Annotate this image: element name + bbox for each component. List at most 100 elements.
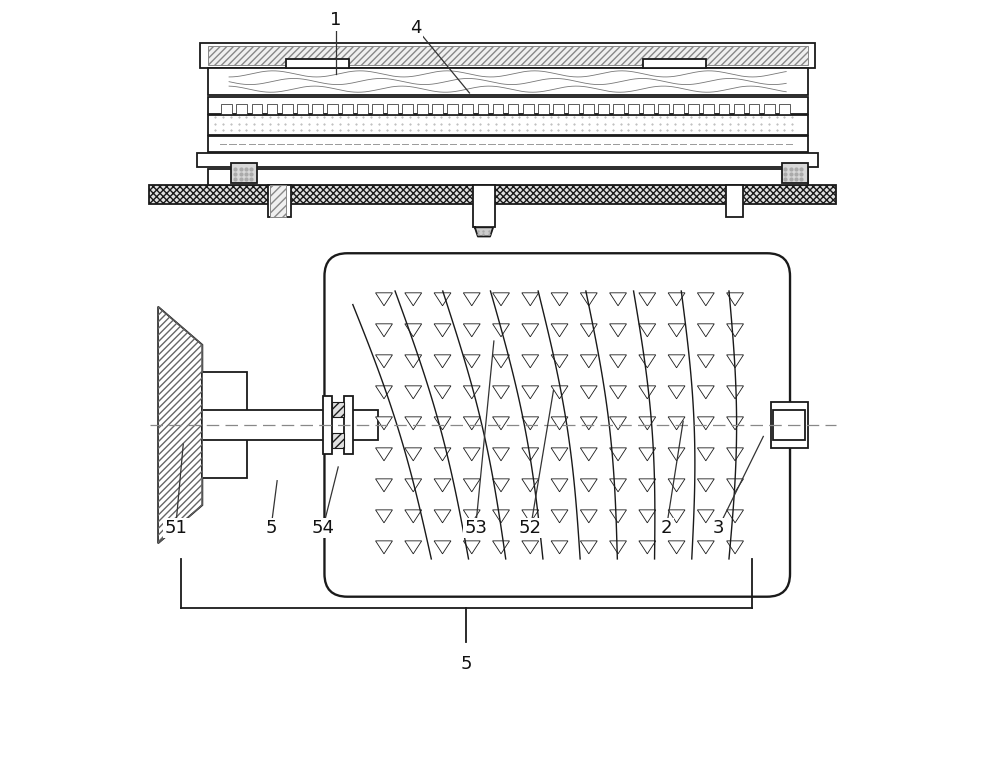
Polygon shape [463, 417, 480, 430]
Bar [643, 59, 706, 67]
Polygon shape [727, 355, 744, 368]
Polygon shape [493, 293, 509, 306]
Polygon shape [727, 417, 744, 430]
Polygon shape [639, 541, 656, 554]
Polygon shape [376, 541, 392, 554]
Bar [764, 103, 775, 114]
Polygon shape [697, 448, 714, 461]
Bar [282, 103, 293, 114]
Polygon shape [158, 306, 202, 543]
Polygon shape [376, 479, 392, 492]
Polygon shape [668, 324, 685, 337]
Polygon shape [610, 479, 626, 492]
Polygon shape [522, 448, 539, 461]
Polygon shape [376, 417, 392, 430]
Bar [779, 103, 790, 114]
Polygon shape [697, 417, 714, 430]
Text: 1: 1 [330, 11, 342, 29]
Bar [673, 103, 684, 114]
Bar [197, 153, 818, 167]
Polygon shape [697, 386, 714, 399]
Polygon shape [639, 324, 656, 337]
Text: 5: 5 [461, 656, 472, 673]
Polygon shape [434, 479, 451, 492]
Bar [357, 103, 368, 114]
Bar [749, 103, 759, 114]
Polygon shape [551, 541, 568, 554]
Bar [688, 103, 699, 114]
Polygon shape [493, 479, 509, 492]
Polygon shape [551, 386, 568, 399]
Polygon shape [405, 417, 422, 430]
Polygon shape [463, 355, 480, 368]
Polygon shape [434, 386, 451, 399]
Bar [270, 185, 286, 218]
Polygon shape [639, 355, 656, 368]
Bar [473, 185, 495, 228]
Polygon shape [493, 541, 509, 554]
Bar [297, 103, 308, 114]
Text: 51: 51 [164, 519, 187, 537]
Polygon shape [610, 510, 626, 523]
Polygon shape [493, 355, 509, 368]
Polygon shape [668, 479, 685, 492]
Polygon shape [493, 324, 509, 337]
Polygon shape [727, 293, 744, 306]
Polygon shape [580, 355, 597, 368]
Bar [312, 103, 323, 114]
Bar [538, 103, 549, 114]
Polygon shape [639, 448, 656, 461]
Polygon shape [610, 293, 626, 306]
Bar [202, 410, 378, 440]
Polygon shape [727, 386, 744, 399]
Polygon shape [727, 448, 744, 461]
Polygon shape [551, 448, 568, 461]
Polygon shape [522, 510, 539, 523]
Polygon shape [463, 293, 480, 306]
Bar [703, 103, 714, 114]
Bar [200, 44, 815, 67]
Bar [344, 396, 353, 454]
Polygon shape [639, 417, 656, 430]
Bar [432, 103, 443, 114]
Polygon shape [610, 324, 626, 337]
Bar [628, 103, 639, 114]
Bar [613, 103, 624, 114]
Polygon shape [668, 417, 685, 430]
Bar [719, 103, 729, 114]
Bar [523, 103, 534, 114]
Polygon shape [434, 541, 451, 554]
Polygon shape [475, 228, 493, 237]
Polygon shape [668, 541, 685, 554]
Bar [208, 67, 808, 95]
Bar [583, 103, 594, 114]
Polygon shape [580, 324, 597, 337]
Polygon shape [551, 324, 568, 337]
Polygon shape [376, 293, 392, 306]
Polygon shape [522, 293, 539, 306]
Polygon shape [610, 417, 626, 430]
Polygon shape [405, 479, 422, 492]
Polygon shape [551, 293, 568, 306]
Polygon shape [434, 510, 451, 523]
Bar [332, 402, 344, 417]
Polygon shape [405, 355, 422, 368]
Polygon shape [580, 510, 597, 523]
Bar [726, 185, 743, 218]
FancyBboxPatch shape [324, 254, 790, 597]
Bar [286, 59, 349, 67]
Bar [493, 103, 503, 114]
Polygon shape [580, 541, 597, 554]
Polygon shape [551, 417, 568, 430]
Polygon shape [697, 324, 714, 337]
Polygon shape [493, 386, 509, 399]
Polygon shape [639, 510, 656, 523]
Polygon shape [639, 386, 656, 399]
Polygon shape [522, 386, 539, 399]
Bar [208, 136, 808, 152]
Bar [462, 103, 473, 114]
Polygon shape [727, 541, 744, 554]
Bar [447, 103, 458, 114]
Polygon shape [493, 417, 509, 430]
Polygon shape [376, 355, 392, 368]
